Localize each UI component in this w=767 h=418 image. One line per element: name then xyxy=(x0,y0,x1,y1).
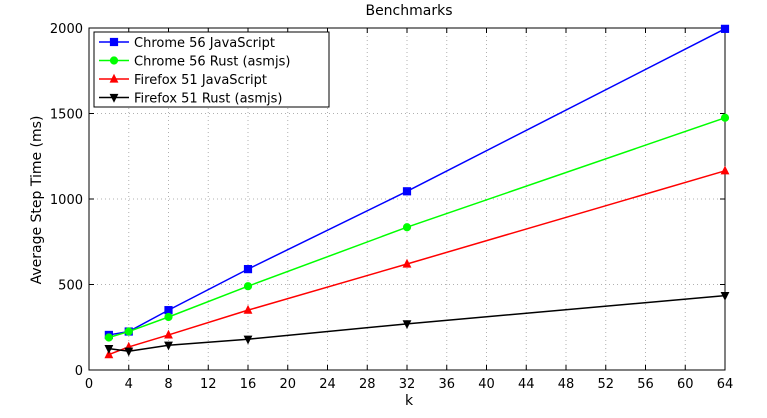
data-point xyxy=(402,258,412,268)
x-tick-label: 12 xyxy=(200,377,217,392)
series-group xyxy=(104,24,730,359)
data-point xyxy=(164,312,173,322)
legend-marker xyxy=(109,93,119,103)
x-tick-label: 48 xyxy=(558,377,575,392)
legend-entry: Chrome 56 Rust (asmjs) xyxy=(134,55,290,70)
data-point xyxy=(720,24,730,33)
labels: Benchmarks k Average Step Time (ms) xyxy=(29,3,453,409)
legend: Chrome 56 JavaScript Chrome 56 Rust (asmj… xyxy=(93,31,330,108)
x-tick-label: 8 xyxy=(164,377,172,392)
data-point xyxy=(243,304,253,314)
y-tick-label: 0 xyxy=(75,364,83,379)
x-tick-label: 52 xyxy=(597,377,614,392)
x-tick-label: 28 xyxy=(359,377,376,392)
legend-marker xyxy=(109,73,119,83)
legend-entry: Firefox 51 Rust (asmjs) xyxy=(134,92,282,107)
y-axis-label: Average Step Time (ms) xyxy=(29,116,45,285)
x-tick-label: 40 xyxy=(478,377,495,392)
data-point xyxy=(104,333,113,342)
series-4 xyxy=(104,292,730,357)
x-axis-label: k xyxy=(405,393,414,409)
legend-entry: Chrome 56 JavaScript xyxy=(134,36,275,51)
series-line xyxy=(108,294,726,352)
series-2 xyxy=(104,113,730,342)
data-point xyxy=(164,329,173,339)
y-tick-label: 500 xyxy=(58,279,83,294)
x-tick-label: 16 xyxy=(240,377,257,392)
data-point xyxy=(720,165,730,175)
data-point xyxy=(104,349,114,359)
data-point xyxy=(124,347,134,357)
x-tick-label: 36 xyxy=(438,377,455,392)
y-tick-label: 1000 xyxy=(50,193,83,208)
x-tick-label: 4 xyxy=(125,377,133,392)
legend-box xyxy=(93,31,330,108)
x-tick-label: 20 xyxy=(279,377,296,392)
legend-marker xyxy=(109,56,119,65)
x-tick-label: 60 xyxy=(677,377,694,392)
chart-title: Benchmarks xyxy=(365,3,452,19)
legend-entry: Firefox 51 JavaScript xyxy=(134,73,267,88)
x-tick-label: 56 xyxy=(637,377,654,392)
x-tick-label: 64 xyxy=(717,377,734,392)
data-point xyxy=(720,113,730,122)
data-point xyxy=(402,320,412,330)
legend-marker xyxy=(109,37,119,47)
x-tick-label: 24 xyxy=(319,377,336,392)
x-tick-label: 0 xyxy=(85,377,93,392)
data-point xyxy=(243,265,253,274)
data-point xyxy=(243,335,253,345)
y-tick-label: 1500 xyxy=(50,108,83,123)
data-point xyxy=(402,223,412,232)
data-point xyxy=(104,345,114,354)
data-point xyxy=(402,187,412,196)
x-tick-label: 44 xyxy=(518,377,535,392)
data-point xyxy=(164,341,173,351)
y-tick-label: 2000 xyxy=(50,22,83,37)
data-point xyxy=(720,292,730,301)
data-point xyxy=(164,306,173,315)
x-tick-label: 32 xyxy=(399,377,416,392)
axes: 0 4 8 12 16 20 24 28 32 36 40 44 48 52 56 60 64050010001… xyxy=(50,22,733,392)
series-3 xyxy=(104,165,730,359)
data-point xyxy=(124,327,133,336)
series-line xyxy=(108,170,726,356)
data-point xyxy=(243,282,253,291)
